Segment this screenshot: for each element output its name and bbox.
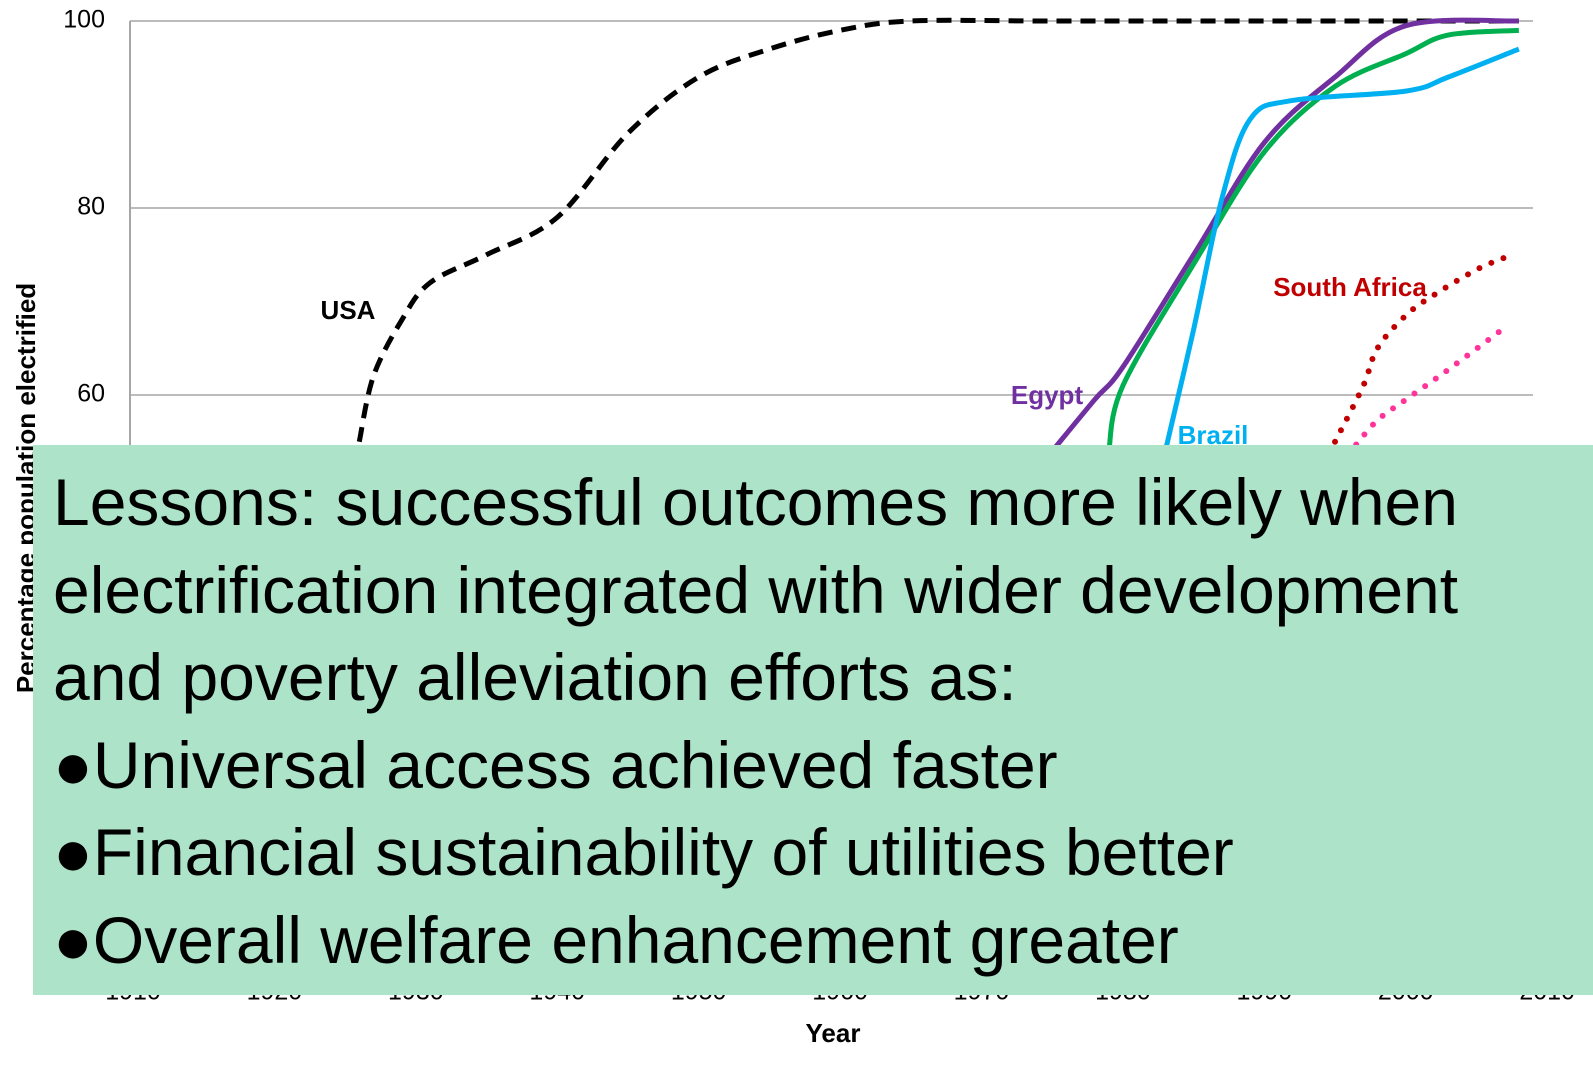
x-axis-title: Year: [806, 1018, 861, 1048]
lessons-line: Lessons: successful outcomes more likely…: [53, 465, 1458, 539]
lessons-line: ●Universal access achieved faster: [53, 727, 1058, 802]
series-label: Brazil: [1178, 420, 1249, 450]
y-tick-label: 100: [63, 6, 105, 34]
lessons-line: ●Overall welfare enhancement greater: [53, 902, 1179, 977]
series-line: [1106, 27, 1520, 452]
series-line: [1162, 46, 1520, 452]
lessons-line: ●Financial sustainability of utilities b…: [53, 815, 1234, 889]
y-tick-label: 60: [77, 380, 105, 408]
lessons-box: Lessons: successful outcomes more likely…: [33, 445, 1593, 995]
series-label: South Africa: [1273, 272, 1427, 302]
series-line: [356, 17, 1519, 443]
y-tick-label: 80: [77, 193, 105, 221]
series-label: USA: [321, 295, 376, 325]
series-label: Egypt: [1011, 380, 1084, 410]
series-line: [1353, 324, 1508, 448]
series-line: [1050, 17, 1519, 453]
series-line: [1332, 254, 1508, 445]
lessons-line: electrification integrated with wider de…: [53, 552, 1459, 627]
lessons-line: and poverty alleviation efforts as:: [53, 640, 1017, 714]
